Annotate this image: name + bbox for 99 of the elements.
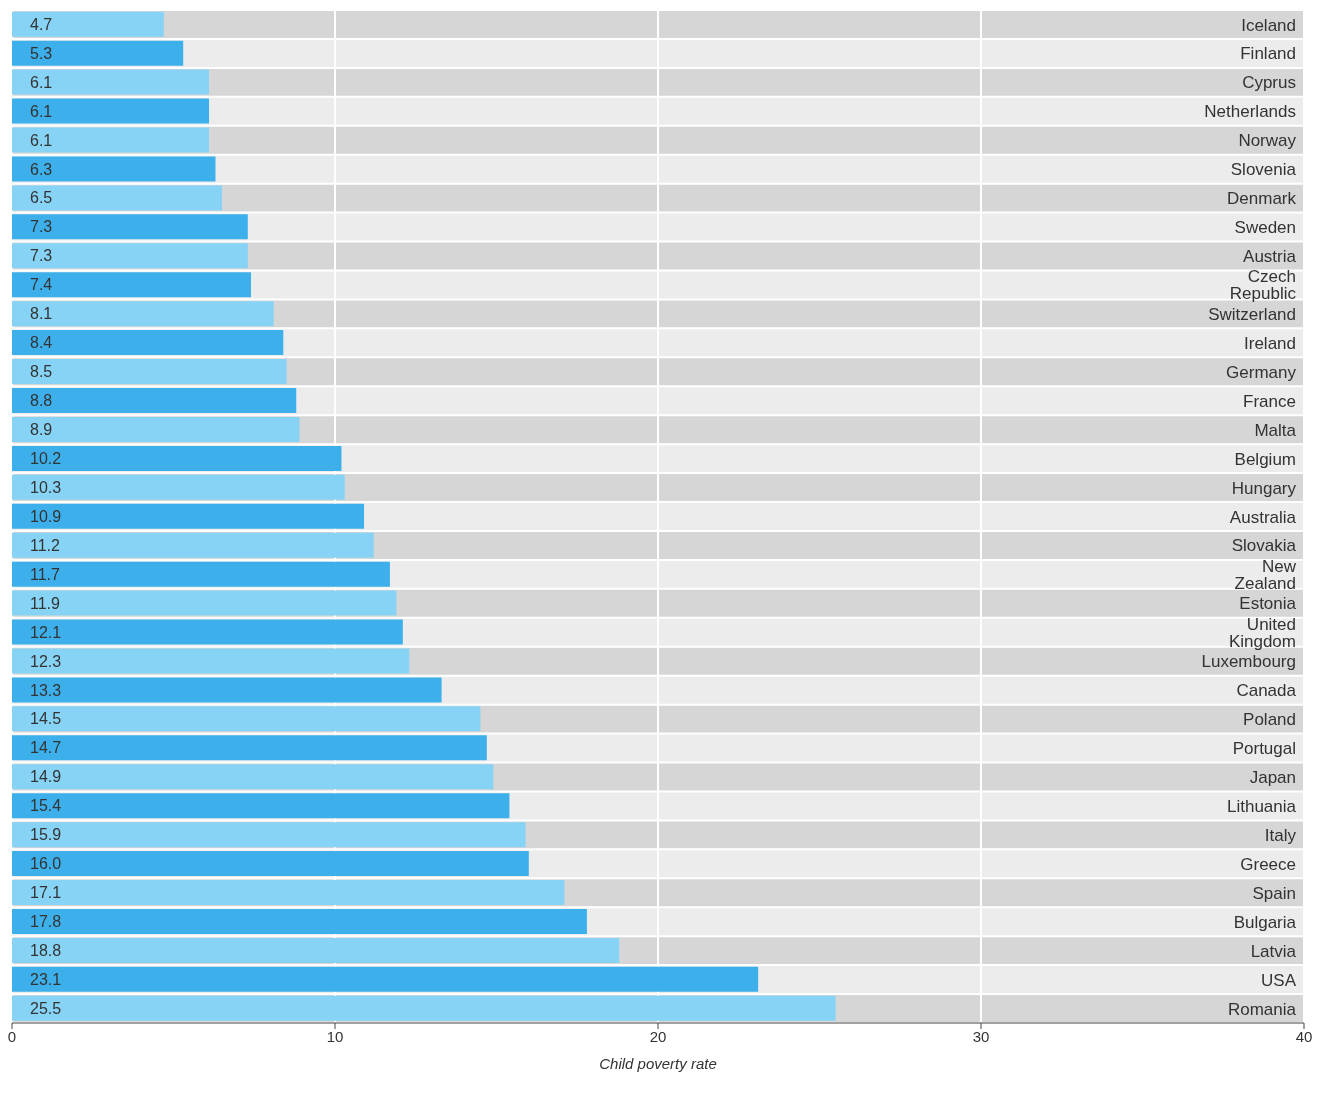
data-label: 5.3: [30, 44, 53, 62]
data-label: 18.8: [30, 942, 62, 960]
y-tick-label: Netherlands: [1204, 102, 1296, 122]
data-label: 10.9: [30, 507, 62, 525]
bar: [12, 648, 410, 674]
data-label: 4.7: [30, 15, 53, 33]
bar: [12, 619, 403, 645]
y-tick-label: Austria: [1243, 247, 1297, 267]
data-label: 15.4: [30, 797, 62, 815]
data-label: 10.2: [30, 449, 62, 467]
y-tick-label: Iceland: [1241, 15, 1296, 35]
data-label: 7.3: [30, 218, 53, 236]
data-label: 11.7: [30, 565, 61, 583]
data-label: 6.1: [30, 131, 53, 149]
y-tick-label: France: [1243, 391, 1296, 411]
bar: [12, 127, 210, 153]
bar: [12, 243, 248, 269]
data-label: 15.9: [30, 826, 62, 844]
x-tick-label: 10: [326, 1027, 344, 1045]
y-tick-label: Japan: [1249, 768, 1296, 788]
bar: [12, 69, 210, 95]
bar: [12, 214, 248, 240]
bar: [12, 532, 374, 558]
bar: [12, 98, 210, 124]
bar: [12, 11, 164, 37]
y-tick-label: USA: [1261, 970, 1297, 990]
y-tick-label: New Zealand: [1234, 556, 1297, 593]
data-label: 8.5: [30, 363, 53, 381]
y-tick-label: Czech Republic: [1229, 267, 1297, 304]
data-label: 11.2: [30, 536, 61, 554]
data-label: 23.1: [30, 970, 62, 988]
x-tick-label: 20: [649, 1027, 667, 1045]
y-tick-label: Canada: [1236, 681, 1297, 701]
y-tick-label: Italy: [1264, 825, 1297, 845]
bar: [12, 590, 397, 616]
y-tick-label: Latvia: [1250, 941, 1297, 961]
data-label: 7.3: [30, 247, 53, 265]
y-tick-label: Hungary: [1231, 478, 1297, 498]
data-label: 6.1: [30, 102, 53, 120]
data-label: 12.1: [30, 623, 62, 641]
y-tick-label: Ireland: [1244, 333, 1296, 353]
y-tick-label: Norway: [1238, 131, 1297, 151]
y-tick-label: United Kingdom: [1228, 614, 1296, 651]
data-label: 8.1: [30, 305, 53, 323]
y-tick-label: Spain: [1252, 883, 1296, 903]
data-label: 8.9: [30, 421, 53, 439]
y-tick-label: Romania: [1227, 999, 1297, 1019]
bar: [12, 272, 252, 298]
y-tick-label: Estonia: [1239, 594, 1297, 614]
bar: [12, 474, 345, 500]
y-tick-label: Poland: [1243, 710, 1296, 730]
bar: [12, 416, 300, 442]
bar: [12, 330, 284, 356]
data-label: 6.3: [30, 160, 53, 178]
data-label: 10.3: [30, 478, 62, 496]
data-label: 17.1: [30, 884, 62, 902]
bar: [12, 387, 297, 413]
y-tick-label: Portugal: [1232, 739, 1296, 759]
x-axis-title: Child poverty rate: [599, 1055, 717, 1072]
x-tick-label: 40: [1295, 1027, 1313, 1045]
y-tick-label: Luxembourg: [1201, 652, 1296, 672]
y-tick-label: Germany: [1226, 362, 1297, 382]
data-label: 6.5: [30, 189, 53, 207]
bar: [12, 359, 287, 385]
data-label: 7.4: [30, 276, 53, 294]
data-label: 14.5: [30, 710, 62, 728]
data-label: 13.3: [30, 681, 62, 699]
y-tick-label: Slovakia: [1231, 536, 1297, 556]
data-label: 17.8: [30, 913, 62, 931]
y-tick-label: Cyprus: [1242, 73, 1296, 93]
bar: [12, 445, 342, 471]
bar: [12, 156, 216, 182]
y-tick-label: Lithuania: [1226, 796, 1297, 816]
data-label: 11.9: [30, 594, 61, 612]
bar: [12, 185, 222, 211]
y-tick-label: Malta: [1254, 420, 1297, 440]
x-tick-label: 30: [972, 1027, 990, 1045]
bar: [12, 40, 184, 66]
data-label: 25.5: [30, 999, 62, 1017]
y-tick-label: Sweden: [1234, 218, 1296, 238]
y-tick-label: Bulgaria: [1233, 912, 1297, 932]
bar: [12, 301, 274, 327]
y-tick-label: Finland: [1240, 44, 1296, 64]
data-label: 6.1: [30, 73, 53, 91]
data-label: 14.9: [30, 768, 62, 786]
y-tick-label: Switzerland: [1208, 304, 1296, 324]
data-label: 14.7: [30, 739, 62, 757]
bar: [12, 503, 365, 529]
x-tick-label: 0: [7, 1027, 17, 1045]
bar: [12, 561, 390, 587]
y-tick-label: Belgium: [1234, 449, 1296, 469]
data-label: 8.8: [30, 392, 53, 410]
y-tick-label: Greece: [1240, 854, 1296, 874]
y-tick-label: Australia: [1229, 507, 1297, 527]
data-label: 8.4: [30, 334, 53, 352]
data-label: 16.0: [30, 855, 62, 873]
data-label: 12.3: [30, 652, 62, 670]
y-tick-label: Denmark: [1227, 189, 1297, 209]
y-tick-label: Slovenia: [1230, 160, 1297, 180]
